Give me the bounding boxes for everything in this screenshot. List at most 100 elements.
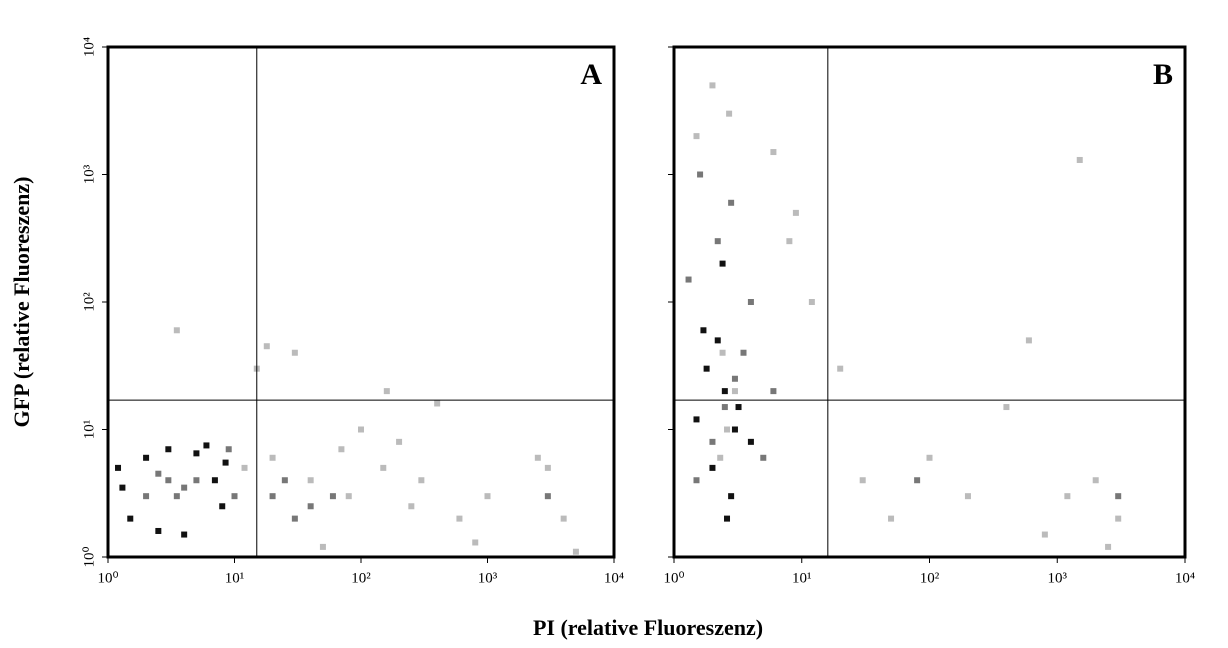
data-point [165,477,172,484]
data-point [269,493,276,500]
data-point [1025,337,1032,344]
data-point [770,149,777,156]
data-point [307,503,314,510]
data-point [181,531,188,538]
x-tick-label: 10¹ [225,570,245,586]
data-point [408,503,415,510]
x-tick-label: 10⁴ [1175,570,1195,586]
data-point [808,299,815,305]
data-point [143,493,150,500]
data-point [291,349,298,356]
data-point [721,404,728,411]
data-point [173,327,180,334]
data-point [728,493,735,500]
data-point [544,464,551,471]
data-point [747,438,754,445]
data-point [472,539,479,546]
data-point [697,171,704,178]
data-point [380,464,387,471]
data-point [709,464,716,471]
data-point [728,199,735,206]
data-point [685,276,692,283]
x-tick-label: 10¹ [792,570,812,586]
data-point [396,438,403,445]
y-tick-label: 10² [81,292,97,312]
data-point [693,416,700,423]
data-point [770,388,777,395]
data-point [269,454,276,461]
data-point [740,349,747,356]
data-point [914,477,921,484]
data-point [193,450,200,457]
plot-frame [672,45,1187,559]
data-point [731,426,738,433]
data-point [219,503,226,510]
x-tick-label: 10² [351,570,371,586]
data-point [263,343,270,350]
data-point [193,477,200,484]
data-point [383,388,390,395]
x-axis-label: PI (relative Fluoreszenz) [533,615,763,640]
data-point [1076,156,1083,163]
data-point [127,515,134,522]
data-point [693,133,700,140]
data-point [560,515,567,522]
data-point [709,438,716,445]
x-tick-label: 10³ [478,570,498,586]
data-point [307,477,314,484]
data-point [119,484,126,491]
data-point [291,515,298,522]
data-point [534,454,541,461]
data-point [143,454,150,461]
x-tick-label: 10⁰ [97,570,118,586]
data-point [1115,493,1122,500]
data-point [724,426,731,433]
data-point [231,493,238,500]
data-point [319,543,326,550]
data-point [165,446,172,453]
data-point [418,477,425,484]
data-point [211,477,218,484]
data-point [1041,531,1048,538]
data-point [358,426,364,433]
data-point [225,446,232,453]
data-point [693,477,700,484]
data-point [1003,404,1010,411]
y-tick-label: 10⁰ [81,546,97,567]
y-axis-label: GFP (relative Fluoreszenz) [9,177,34,428]
data-point [703,365,710,372]
data-point [792,209,799,216]
x-tick-label: 10⁰ [663,570,684,586]
data-point [115,464,122,471]
data-point [721,388,728,395]
data-point [926,454,933,461]
data-point [717,454,724,461]
data-point [731,388,738,395]
data-point [456,515,463,522]
data-point [203,442,210,449]
data-point [1064,493,1071,500]
data-point [719,260,726,267]
data-point [155,527,162,534]
data-point [329,493,336,500]
data-point [281,477,288,484]
data-point [735,404,742,411]
data-point [731,375,738,382]
data-point [241,464,248,471]
x-tick-label: 10² [920,570,940,586]
data-point [484,493,491,500]
data-point [1092,477,1099,484]
x-tick-label: 10⁴ [604,570,624,586]
y-tick-label: 10⁴ [81,37,97,57]
y-tick-label: 10³ [81,164,97,184]
data-point [222,459,229,466]
data-point [345,493,352,500]
x-tick-label: 10³ [1048,570,1068,586]
data-point [1115,515,1122,522]
data-point [726,110,733,117]
data-point [700,327,707,334]
data-point [888,515,895,522]
data-point [544,493,551,500]
